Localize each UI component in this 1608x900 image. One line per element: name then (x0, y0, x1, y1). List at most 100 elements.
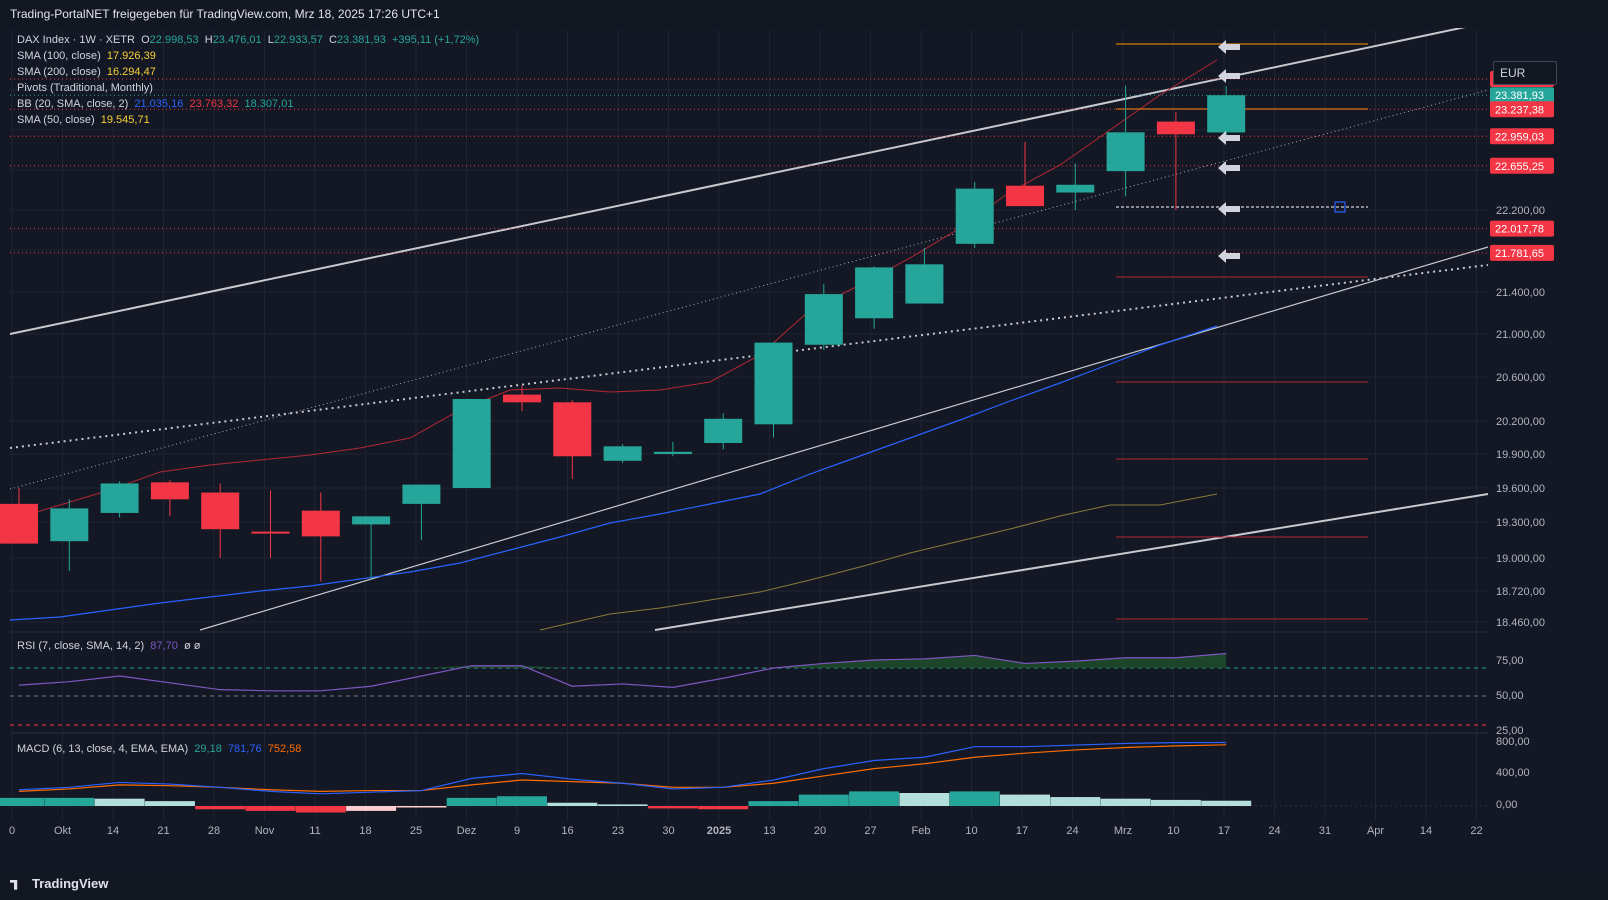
candle-body (1106, 132, 1145, 172)
currency-selector[interactable]: EUR (1493, 61, 1557, 85)
mid-channel-line (199, 246, 1489, 631)
candle-body (704, 418, 743, 443)
macd-hist-value: 29,18 (194, 743, 222, 755)
price-tag-label: 22.655,25 (1495, 161, 1544, 173)
price-tag-label: 22.959,03 (1495, 131, 1544, 143)
candle-body (301, 510, 340, 537)
candle (1006, 142, 1044, 207)
candle-body (653, 451, 692, 454)
bb-upper-value: 23.763,32 (189, 98, 239, 110)
time-axis-label: 24 (1268, 825, 1280, 837)
macd-label[interactable]: MACD (6, 13, close, 4, EMA, EMA) (17, 743, 189, 755)
sma200-value: 16.294,47 (106, 66, 156, 78)
high-value: 23.476,01 (212, 34, 262, 46)
price-axis-label: 19.900,00 (1496, 449, 1545, 461)
candle (301, 492, 340, 582)
macd-line-value: 781,76 (227, 743, 262, 755)
tv-logo-icon (10, 879, 18, 890)
macd-hist-bar (1000, 794, 1050, 806)
candle-body (1207, 95, 1246, 133)
fine-dotted-line (9, 89, 1489, 490)
macd-hist-bar (144, 801, 195, 806)
macd-hist-bar (44, 797, 95, 806)
tradingview-logo[interactable]: TradingView (10, 876, 108, 891)
bottom-bar (0, 870, 1608, 900)
price-axis-label: 18.460,00 (1496, 617, 1545, 629)
macd-hist-bar (497, 796, 547, 806)
candle-body (352, 516, 391, 525)
macd-hist-bar (346, 806, 397, 811)
chart-canvas[interactable]: 18.460,00 18.720,00 19.000,00 19.300,00 19.6… (0, 24, 1608, 870)
candle (1207, 86, 1246, 139)
time-axis-label: 16 (561, 825, 573, 837)
macd-hist-bar (195, 806, 246, 810)
macd-hist-bar (1100, 798, 1151, 806)
price-tag: 22.655,25 (1490, 157, 1554, 174)
macd-hist-bar (1050, 797, 1101, 806)
sma50-label[interactable]: SMA (50, close) (17, 114, 95, 126)
price-tags: 23.548,9523.381,9323.237,3822.959,0322.6… (1490, 71, 1554, 261)
macd-axis-label: 400,00 (1496, 767, 1530, 779)
price-tag-label: 22.017,78 (1495, 224, 1544, 236)
symbol-label[interactable]: DAX Index · 1W · XETR (17, 34, 135, 46)
bb-label[interactable]: BB (20, SMA, close, 2) (17, 98, 129, 110)
macd-hist-bar (547, 802, 598, 806)
candle (251, 490, 290, 558)
sma100-value: 17.926,39 (106, 50, 156, 62)
price-tag: 22.017,78 (1490, 220, 1554, 237)
time-axis-label: 11 (309, 825, 320, 837)
time-axis-label: 10 (965, 825, 977, 837)
macd-hist-bar (1150, 799, 1201, 806)
candle (100, 481, 139, 518)
macd-hist-bar (949, 791, 1000, 806)
candle (653, 441, 692, 457)
candle-body (553, 402, 592, 457)
left-arrow-icon (1218, 249, 1240, 263)
candle (452, 399, 491, 488)
chart-frame: 18.460,00 18.720,00 19.000,00 19.300,00 19.6… (0, 24, 1608, 870)
time-axis-label: 9 (514, 825, 520, 837)
macd-hist-bar (899, 793, 950, 806)
candle-body (0, 503, 38, 544)
share-title: Trading-PortalNET freigegeben für Tradin… (10, 7, 440, 21)
candle (603, 444, 642, 464)
arrow-markers (1218, 40, 1240, 263)
rsi-axis-label: 50,00 (1496, 690, 1524, 702)
time-axis-label: 17 (1218, 825, 1230, 837)
sma200 (539, 493, 1218, 631)
rsi-label[interactable]: RSI (7, close, SMA, 14, 2) (17, 640, 145, 652)
candle-body (804, 294, 843, 345)
time-axis-label: Dez (457, 825, 477, 837)
macd-hist-bar (798, 794, 849, 806)
candle (804, 283, 843, 351)
candle-body (100, 483, 139, 513)
candles (0, 85, 1246, 582)
macd-signal-value: 752,58 (267, 743, 302, 755)
macd-hist-bar (245, 806, 296, 811)
macd-hist-bar (295, 806, 346, 813)
sma200-label[interactable]: SMA (200, close) (17, 66, 101, 78)
price-axis-label: 20.600,00 (1496, 372, 1545, 384)
legend-macd: MACD (6, 13, close, 4, EMA, EMA) 29,18 7… (17, 741, 301, 757)
low-value: 22.933,57 (273, 34, 323, 46)
pivots-label[interactable]: Pivots (Traditional, Monthly) (17, 82, 153, 94)
time-axis-label: 23 (612, 825, 624, 837)
macd-hist-bar (698, 806, 749, 810)
time-axis-label: 30 (662, 825, 674, 837)
candle-body (251, 531, 290, 534)
rsi-overbought-fill (19, 653, 1227, 668)
candle (0, 488, 38, 544)
time-axis-label: Nov (255, 825, 275, 837)
price-tag-label: 21.781,65 (1495, 248, 1544, 260)
candle (352, 516, 391, 580)
sma100-label[interactable]: SMA (100, close) (17, 50, 101, 62)
time-axis-label: 27 (864, 825, 876, 837)
macd-pane (0, 732, 1488, 813)
change-value: +395,11 (+1,72%) (391, 34, 480, 46)
sma50-value: 19.545,71 (100, 114, 150, 126)
price-axis-label: 19.600,00 (1496, 483, 1545, 495)
time-axis-label: 2025 (707, 825, 731, 837)
time-axis-label: 22 (1470, 825, 1482, 837)
macd-axis-label: 0,00 (1496, 799, 1517, 811)
time-axis-label: 14 (107, 825, 119, 837)
